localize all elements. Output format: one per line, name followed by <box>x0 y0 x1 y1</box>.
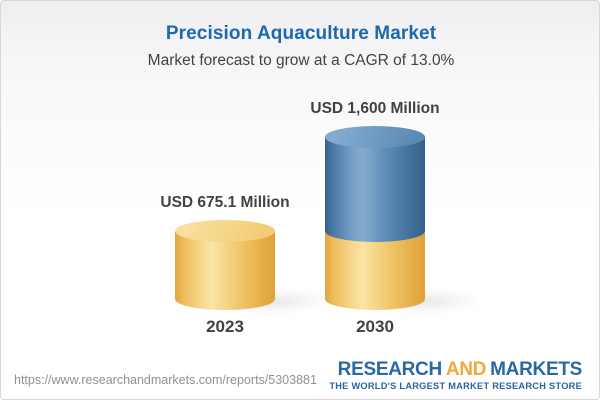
category-label-2030: 2030 <box>356 317 394 336</box>
research-and-markets-logo: RESEARCH AND MARKETS THE WORLD'S LARGEST M… <box>329 360 582 391</box>
logo-tagline: THE WORLD'S LARGEST MARKET RESEARCH STOR… <box>329 381 582 391</box>
logo-wordmark: RESEARCH AND MARKETS <box>329 359 583 380</box>
page-subtitle: Market forecast to grow at a CAGR of 13.… <box>147 52 455 69</box>
logo-word-and: AND <box>445 359 487 380</box>
bar-2030-growth-segment <box>325 126 425 242</box>
logo-word-markets: MARKETS <box>490 359 582 380</box>
bar-2023-cylinder <box>175 219 275 310</box>
cylinder-top-2023 <box>175 219 275 242</box>
page-title: Precision Aquaculture Market <box>165 23 437 44</box>
bar-value-label-2023: USD 675.1 Million <box>160 193 290 211</box>
bar-value-label-2030: USD 1,600 Million <box>310 100 440 117</box>
category-label-2023: 2023 <box>206 317 244 336</box>
bar-2030-base-segment <box>325 230 425 310</box>
source-url-link[interactable]: https://www.researchandmarkets.com/repor… <box>14 373 317 387</box>
logo-word-research: RESEARCH <box>337 359 443 380</box>
cylinder-top-2030 <box>325 126 425 148</box>
